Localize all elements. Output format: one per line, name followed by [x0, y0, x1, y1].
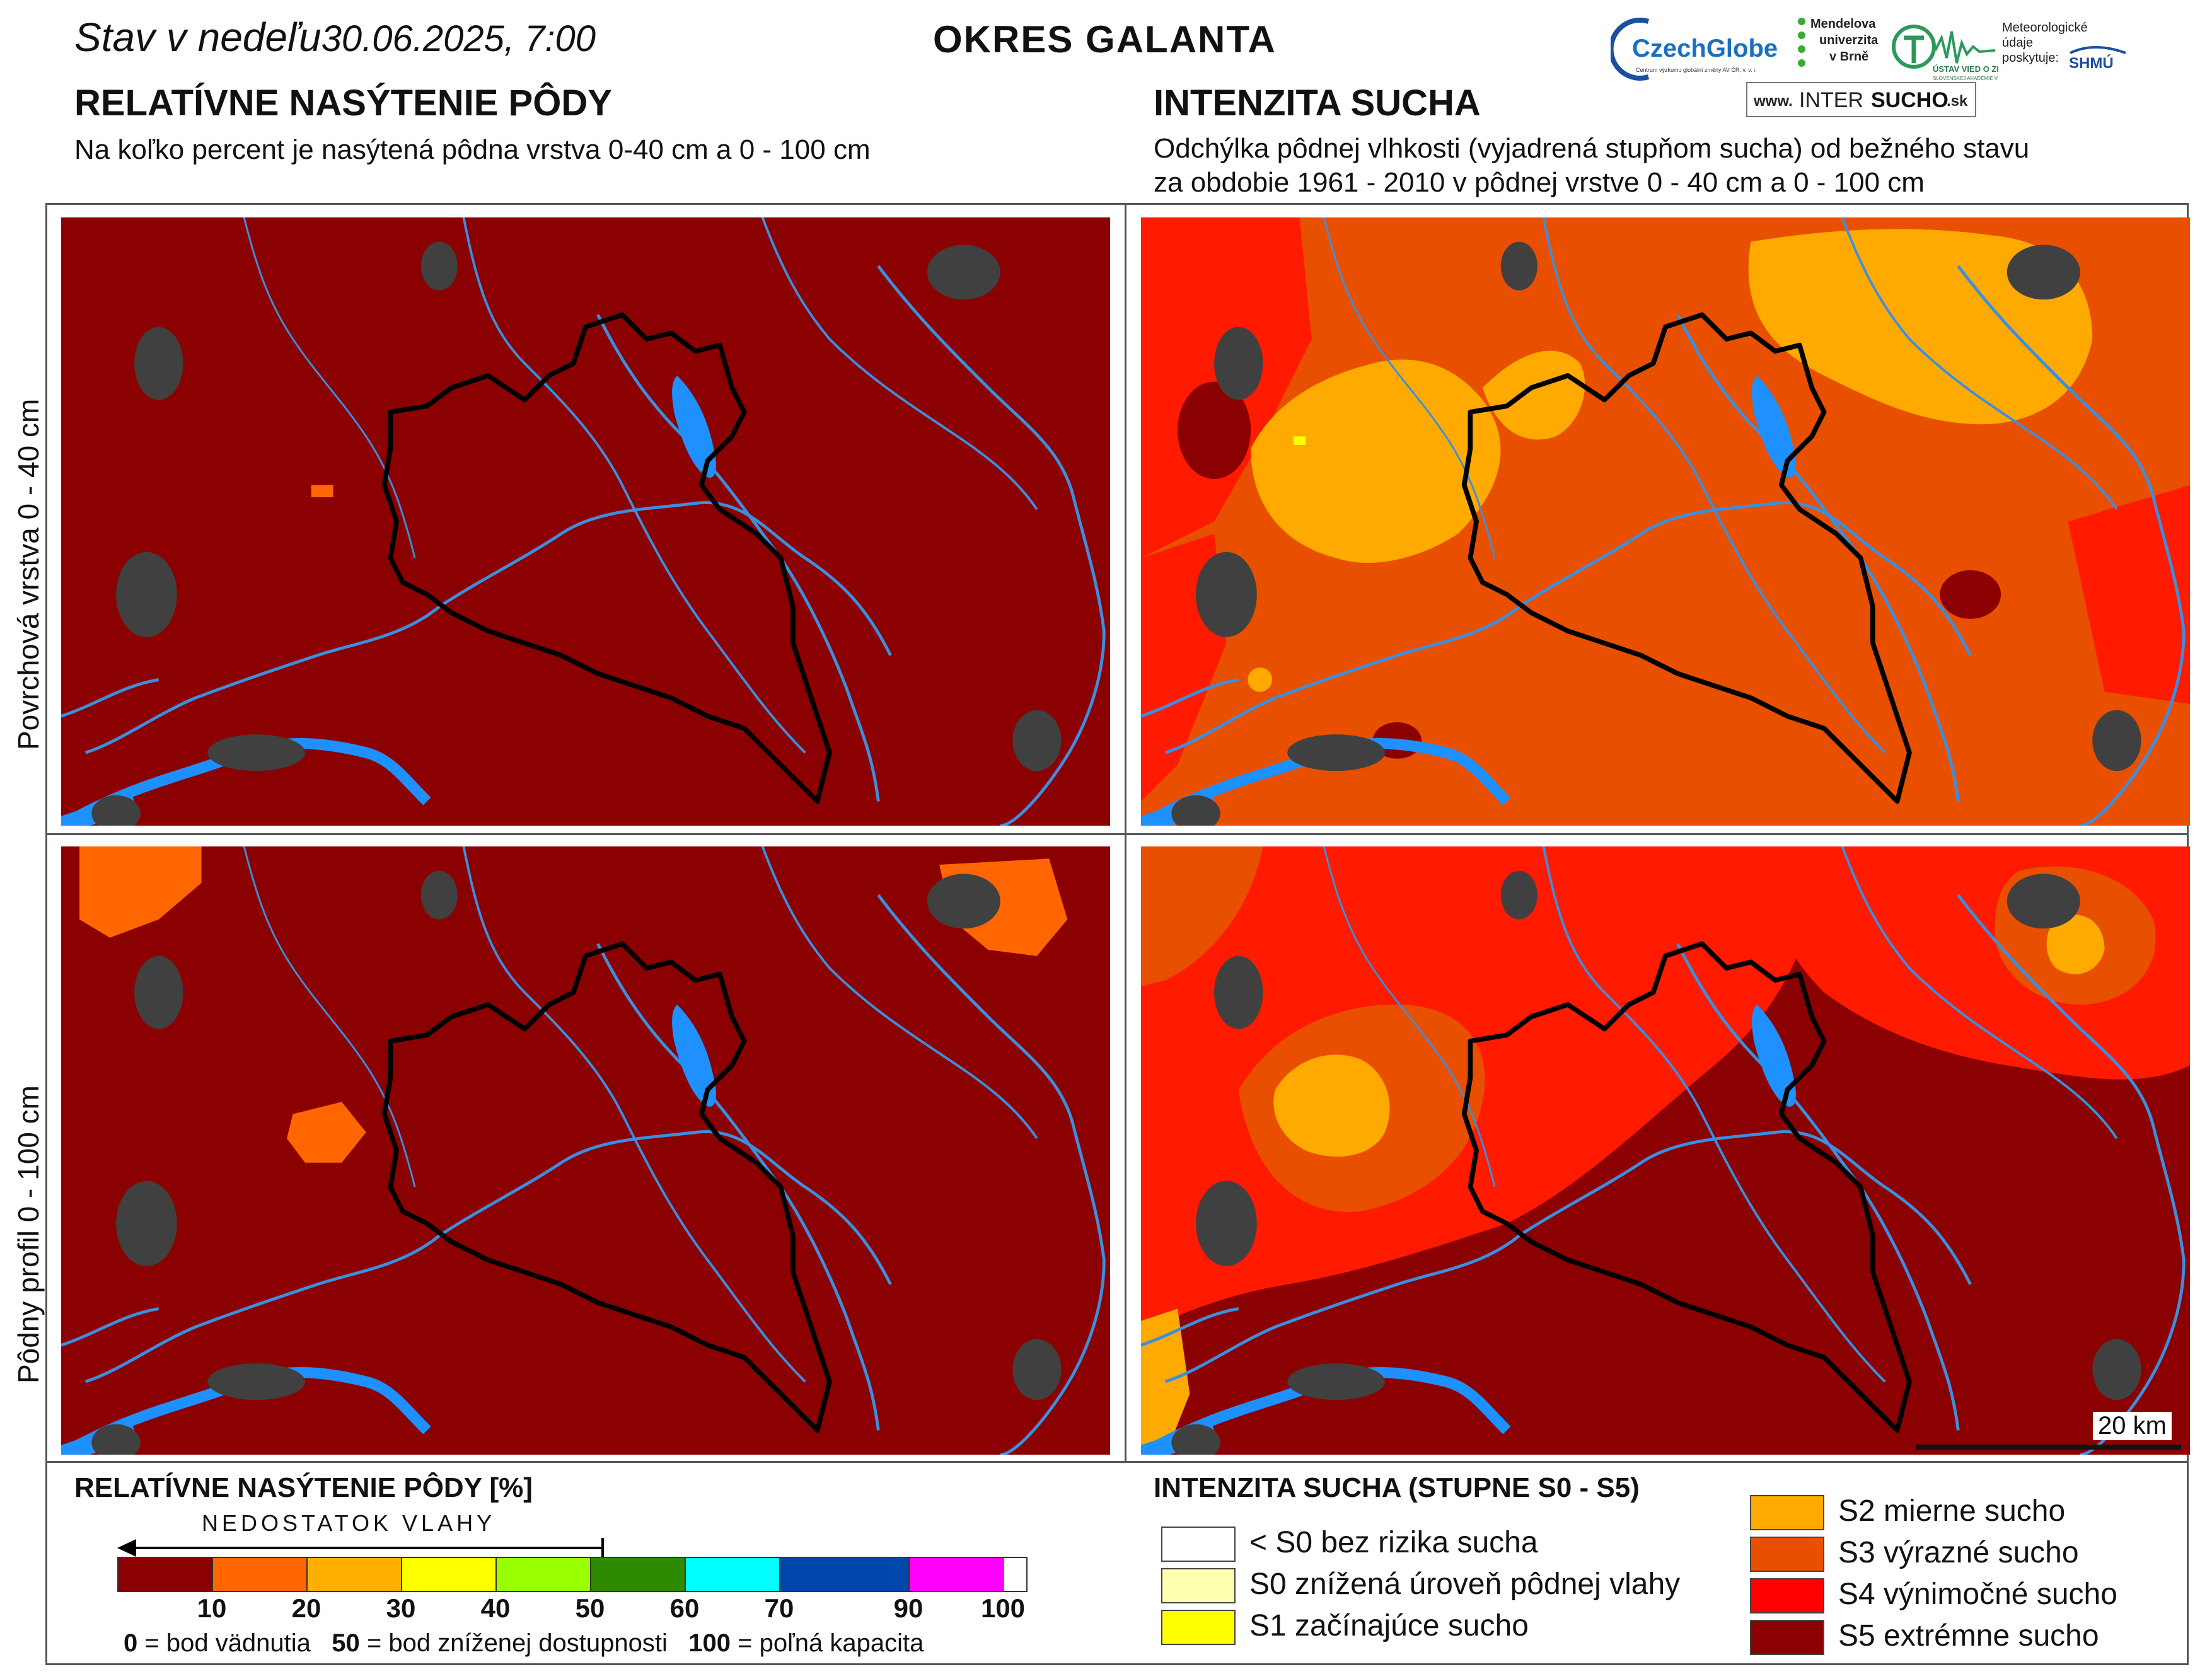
intersucho-suffix: .sk: [1947, 93, 1968, 110]
drought-legend-label: S4 výnimočné sucho: [1838, 1578, 2117, 1611]
legend-tick-label: 60: [669, 1593, 700, 1623]
color-bar-segment: [591, 1558, 686, 1591]
right-section-subtitle-1: Odchýlka pôdnej vlhkosti (vyjadrená stup…: [1154, 133, 2030, 164]
legend-tick-label: 30: [386, 1593, 416, 1623]
foot-100: 100: [688, 1629, 731, 1657]
legend-footnote: 0 = bod vädnutia 50 = bod zníženej dostu…: [124, 1629, 924, 1658]
mendelu-line3: v Brně: [1829, 50, 1868, 64]
date-prefix: Stav v nedeľu: [74, 14, 321, 60]
drought-legend-label: < S0 bez rizika sucha: [1249, 1526, 1538, 1559]
right-section-title: INTENZITA SUCHA: [1154, 83, 1481, 124]
drought-legend-swatch: [1750, 1537, 1824, 1572]
color-bar-segment: [686, 1558, 780, 1591]
legend-arrow-label: NEDOSTATOK VLAHY: [202, 1510, 496, 1536]
legend-divider: [45, 1461, 2189, 1463]
meteo-line2: údaje: [2002, 36, 2033, 50]
drought-legend-swatch: [1161, 1610, 1236, 1645]
legend-arrow: [117, 1538, 604, 1558]
horizontal-divider: [45, 833, 2189, 835]
intersucho-logo: www. INTER SUCHO .sk: [1746, 82, 1976, 117]
ustav-text: ÚSTAV VIED O ZEMI: [1933, 64, 1998, 74]
legend-tick-label: 50: [575, 1593, 605, 1623]
ustav-vied-o-zemi-logo: ÚSTAV VIED O ZEMI SLOVENSKEJ AKADÉMIE VI…: [1891, 19, 2011, 82]
czechglobe-text: CzechGlobe: [1632, 35, 1778, 62]
right-section-subtitle-2: za obdobie 1961 - 2010 v pôdnej vrstve 0…: [1154, 167, 1925, 198]
map-saturation-top[interactable]: [61, 217, 1110, 826]
drought-s2-center: [1273, 1054, 1390, 1157]
vertical-divider: [1125, 203, 1126, 1462]
map-saturation-bottom[interactable]: [61, 846, 1110, 1455]
drought-legend-label: S0 znížená úroveň pôdnej vlahy: [1249, 1567, 1681, 1601]
legend-left-title: RELATÍVNE NASÝTENIE PÔDY [%]: [74, 1472, 533, 1503]
drought-legend-swatch: [1750, 1620, 1824, 1655]
scale-bar: [1916, 1445, 2181, 1450]
legend-right-title: INTENZITA SUCHA (STUPNE S0 - S5): [1154, 1472, 1640, 1503]
shmu-text: SHMÚ: [2069, 54, 2114, 72]
foot-50: 50: [332, 1629, 360, 1657]
saturation-patch-center: [286, 1102, 366, 1163]
color-bar-segment: [119, 1558, 213, 1591]
drought-legend-label: S5 extrémne sucho: [1838, 1619, 2099, 1653]
czechglobe-logo: CzechGlobe Centrum výzkumu globální změn…: [1608, 14, 1800, 83]
ustav-subtext: SLOVENSKEJ AKADÉMIE VIED: [1933, 76, 1998, 81]
legend-tick-label: 40: [480, 1593, 511, 1623]
report-date: Stav v nedeľu30.06.2025, 7:00: [74, 14, 596, 61]
mendelu-line2: univerzita: [1819, 33, 1879, 47]
color-bar-segment: [402, 1558, 497, 1591]
left-section-title: RELATÍVNE NASÝTENIE PÔDY: [74, 83, 612, 124]
district-title: OKRES GALANTA: [933, 18, 1277, 61]
drought-s2-center: [1251, 359, 1501, 563]
drought-s1-patch: [1293, 436, 1306, 445]
saturation-patch-nw: [79, 846, 202, 938]
color-bar-segment: [780, 1558, 910, 1591]
row-label-bottom: Pôdny profil 0 - 100 cm: [12, 1085, 45, 1383]
mendelu-line1: Mendelova: [1810, 17, 1876, 31]
drought-legend-swatch: [1161, 1527, 1236, 1562]
color-bar-segment: [497, 1558, 591, 1591]
left-section-subtitle: Na koľko percent je nasýtená pôdna vrstv…: [74, 134, 871, 165]
drought-legend-label: S1 začínajúce sucho: [1249, 1609, 1529, 1642]
legend-tick-label: 20: [291, 1593, 321, 1623]
date-value: 30.06.2025, 7:00: [321, 18, 596, 59]
drought-s4-east: [2068, 485, 2190, 704]
intersucho-main2: SUCHO: [1871, 88, 1949, 112]
scale-bar-label: 20 km: [2093, 1412, 2172, 1440]
color-bar-segment: [213, 1558, 308, 1591]
legend-tick-label: 10: [197, 1593, 227, 1623]
foot-0-text: = bod vädnutia: [137, 1629, 311, 1657]
legend-tick-label: 90: [893, 1593, 924, 1623]
legend-tick-label: 100: [980, 1593, 1026, 1623]
drought-legend-swatch: [1161, 1568, 1236, 1603]
color-bar-segment: [308, 1558, 402, 1591]
mendelu-logo: Mendelova univerzita v Brně: [1795, 14, 1890, 83]
foot-0: 0: [124, 1629, 138, 1657]
intersucho-prefix: www.: [1753, 93, 1793, 110]
drought-s2-center-2: [1482, 350, 1585, 440]
foot-100-text: = poľná kapacita: [730, 1629, 924, 1657]
map-drought-top[interactable]: [1141, 217, 2190, 826]
drought-legend-swatch: [1750, 1578, 1824, 1613]
intersucho-main1: INTER: [1799, 88, 1863, 112]
map-drought-bottom[interactable]: [1141, 846, 2190, 1455]
drought-s2-northeast: [1748, 229, 2093, 425]
drought-s3-nw: [1141, 846, 1263, 986]
drought-legend-swatch: [1750, 1495, 1824, 1530]
row-label-top: Povrchová vrstva 0 - 40 cm: [12, 398, 45, 750]
drought-legend-label: S3 výrazné sucho: [1838, 1536, 2079, 1569]
legend-tick-label: 70: [764, 1593, 794, 1623]
saturation-patch: [311, 485, 333, 497]
foot-50-text: = bod zníženej dostupnosti: [359, 1629, 668, 1657]
color-bar-segment: [910, 1558, 1004, 1591]
czechglobe-subtext: Centrum výzkumu globální změny AV ČR, v.…: [1636, 67, 1757, 73]
meteo-line1: Meteorologické: [2002, 21, 2088, 35]
meteo-provider: Meteorologické údaje poskytuje: SHMÚ: [2000, 19, 2132, 82]
meteo-line3: poskytuje:: [2002, 51, 2059, 65]
drought-legend-label: S2 mierne sucho: [1838, 1494, 2066, 1528]
saturation-color-bar: [117, 1557, 1028, 1592]
drought-s2-ne: [2046, 915, 2105, 974]
